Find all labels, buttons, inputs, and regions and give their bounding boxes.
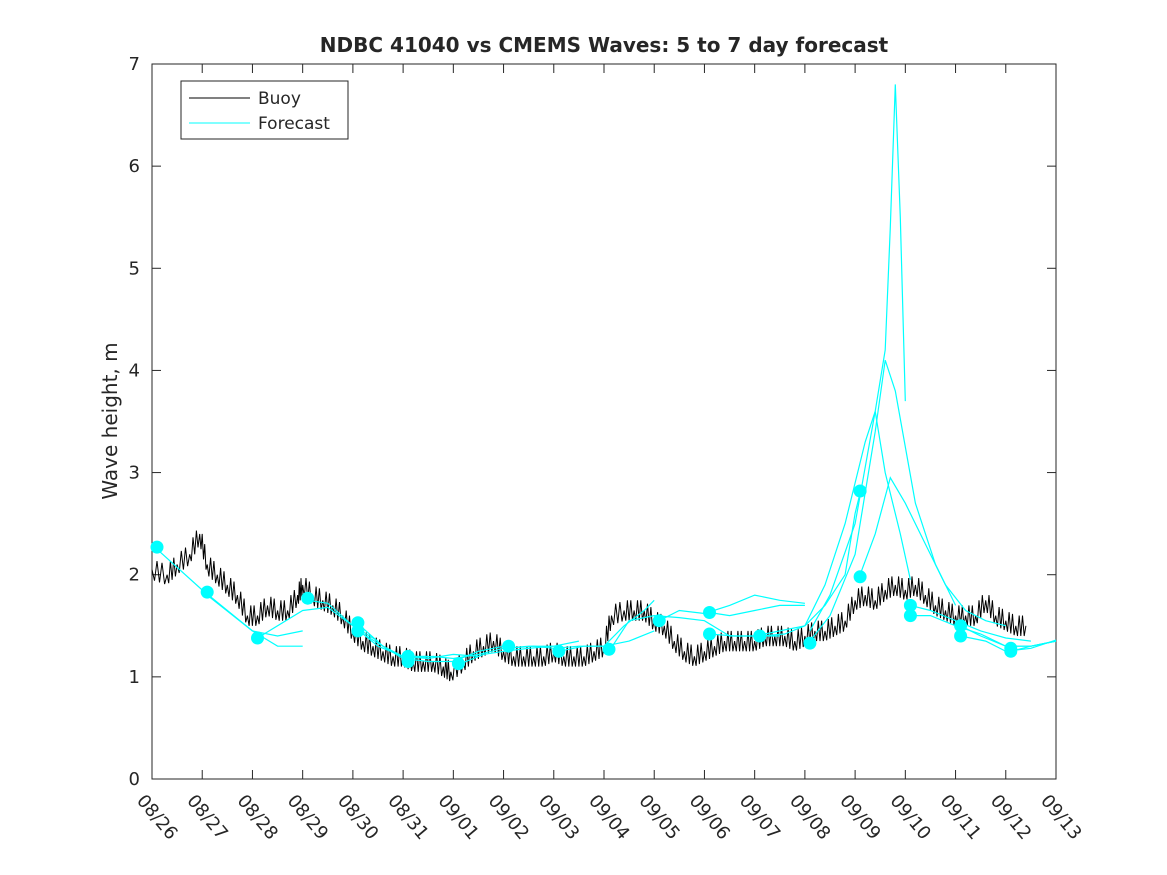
plot-area — [152, 64, 1056, 779]
forecast-marker — [703, 627, 716, 641]
y-tick-label: 7 — [129, 54, 140, 75]
forecast-line — [809, 84, 906, 632]
chart-title: NDBC 41040 vs CMEMS Waves: 5 to 7 day fo… — [320, 33, 889, 57]
forecast-marker — [652, 614, 666, 628]
forecast-marker — [803, 636, 817, 650]
forecast-marker — [552, 644, 566, 658]
legend: Buoy Forecast — [180, 80, 349, 140]
forecast-marker — [853, 570, 867, 584]
y-tick-label: 0 — [129, 769, 140, 790]
legend-buoy-label: Buoy — [258, 89, 301, 109]
legend-box — [180, 80, 349, 140]
forecast-marker — [903, 598, 917, 612]
forecast-marker — [903, 609, 917, 623]
y-tick-label: 4 — [129, 360, 140, 381]
forecast-marker — [1004, 644, 1018, 658]
forecast-line — [658, 594, 805, 622]
forecast-line — [508, 630, 655, 649]
forecast-marker — [150, 540, 164, 554]
forecast-line — [859, 476, 1006, 627]
forecast-marker — [703, 606, 716, 619]
forecast-marker — [954, 619, 968, 633]
forecast-marker — [451, 657, 465, 671]
forecast-line — [1010, 640, 1057, 652]
forecast-marker — [301, 591, 315, 605]
forecast-line — [558, 599, 655, 652]
forecast-line — [910, 604, 1031, 642]
forecast-markers — [150, 484, 1018, 671]
forecast-marker — [602, 642, 616, 656]
forecast-marker — [351, 624, 365, 638]
forecast-line — [759, 411, 911, 637]
legend-forecast-label: Forecast — [258, 114, 330, 134]
y-tick-label: 6 — [129, 156, 140, 177]
forecast-marker — [853, 484, 867, 498]
y-tick-label: 2 — [129, 565, 140, 586]
forecast-marker — [401, 655, 415, 668]
forecast-marker — [954, 629, 968, 643]
buoy-series — [151, 530, 1027, 682]
forecast-line — [809, 360, 957, 642]
forecast-line — [357, 630, 504, 663]
forecast-line — [709, 604, 805, 617]
y-tick-label: 5 — [129, 258, 140, 279]
y-tick-label: 1 — [129, 667, 140, 688]
forecast-marker — [251, 631, 264, 645]
y-axis-label: Wave height, m — [98, 342, 122, 499]
y-tick-label: 3 — [129, 463, 140, 484]
y-axis-ticks: 0 1 2 3 4 5 6 7 — [129, 54, 1056, 790]
forecast-marker — [753, 629, 767, 643]
forecast-marker — [200, 585, 214, 599]
buoy-line — [151, 530, 1027, 682]
forecast-series — [156, 84, 1057, 666]
forecast-marker — [502, 639, 516, 653]
